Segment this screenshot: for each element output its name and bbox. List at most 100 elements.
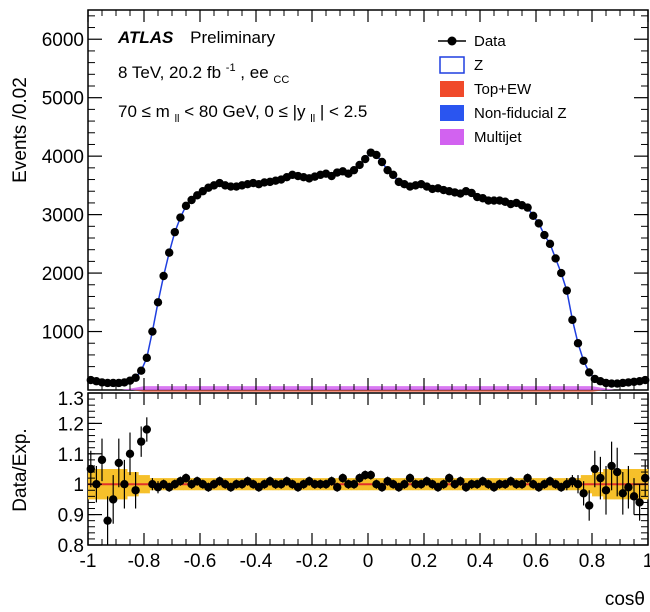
legend-data-marker [447,36,457,46]
ratio-point [366,470,375,480]
ratio-plot-frame [87,392,649,546]
ratio-point [579,489,588,498]
legend-label: Data [474,33,506,50]
mass-range-text: 70 ≤ m [118,102,170,121]
ratio-point [400,480,409,489]
ratio-point [439,480,448,489]
x-tick-label: -0.8 [128,551,161,572]
main-axis-ticks: 1000 2000 3000 4000 5000 6000 [42,10,649,390]
data-point [349,165,359,175]
energy-lumi-text: 8 TeV, 20.2 fb [118,63,221,82]
data-point [361,154,370,164]
data-point [534,219,543,228]
ratio-point [131,486,140,495]
ratio-point [109,495,118,504]
atlas-label: ATLAS [117,28,174,47]
legend-label: Multijet [474,129,522,146]
ratio-point [613,467,622,477]
ratio-point [125,449,135,458]
ratio-point [333,483,342,492]
ratio-point [114,458,124,468]
data-point [562,286,571,295]
ratio-point [86,464,96,474]
ratio-y-tick-label: 0.9 [58,506,84,527]
data-point [170,227,179,237]
x-tick-label: -1 [80,551,97,572]
legend-swatch [440,105,464,121]
data-point [355,160,364,170]
x-tick-label: -0.4 [240,551,273,572]
atlas-annotation: ATLAS Preliminary [117,28,276,47]
data-point [545,239,555,249]
ratio-point [349,480,359,489]
ratio-point [338,473,347,483]
x-tick-label: 0 [363,551,374,572]
data-point [585,368,594,377]
main-y-tick-label: 1000 [42,323,84,344]
data-point [165,248,174,257]
main-y-tick-label: 3000 [42,206,84,227]
ratio-axis-ticks: 0.8 0.9 1 1.1 1.2 1.3 -1 -0.8 -0.6 -0.4 -0.2 0 0.2 0.… [58,389,650,572]
ratio-point [517,480,527,489]
ratio-point [456,476,465,486]
ratio-y-tick-label: 1.2 [58,414,84,435]
x-tick-label: 0.6 [523,551,549,572]
ratio-point [585,501,594,510]
main-y-axis-title: Events /0.02 [10,77,31,183]
mass-subscript: ll [175,113,180,125]
ratio-point [590,464,599,474]
ratio-point [596,473,605,483]
main-y-tick-label: 6000 [42,30,84,51]
ratio-point [618,489,627,498]
rapidity-range-end: | < 2.5 [320,102,367,121]
ratio-point [120,480,129,489]
main-y-tick-label: 4000 [42,147,84,168]
ratio-y-tick-label: 0.8 [58,536,84,557]
x-tick-label: 0.2 [411,551,437,572]
energy-lumi-annotation: 8 TeV, 20.2 fb -1 , ee CC [118,56,289,86]
data-point [383,165,392,175]
ratio-point [137,437,146,446]
data-point [176,213,185,222]
rapidity-subscript: ll [310,113,315,125]
data-point [372,150,381,160]
rapidity-range-text: < 80 GeV, 0 ≤ |y [184,102,306,121]
ratio-y-tick-label: 1.3 [58,389,84,410]
main-y-tick-label: 5000 [42,89,84,110]
data-point [573,339,583,348]
ratio-point [607,461,616,471]
ratio-point [635,498,644,507]
ratio-point [103,516,112,525]
data-point [579,356,588,365]
data-point [137,366,146,375]
ratio-point [97,455,107,465]
ratio-point [601,486,611,495]
x-tick-label: -0.6 [184,551,217,572]
data-point [377,157,387,167]
ratio-point [629,492,639,501]
z-prediction-line [90,151,646,385]
data-point [523,203,532,212]
kinematic-range-annotation: 70 ≤ m ll < 80 GeV, 0 ≤ |y ll | < 2.5 [118,102,367,126]
data-point [557,268,566,278]
data-point [540,230,549,240]
top-ew-fill [132,390,604,393]
data-point [148,327,157,336]
data-point [153,298,163,307]
ratio-point [377,483,387,492]
ratio-point [523,473,532,483]
data-point [187,195,196,205]
main-panel: 1000 2000 3000 4000 5000 6000 Events /0.02 AT… [10,9,650,393]
ratio-point [573,480,583,489]
x-tick-label: 0.4 [467,551,494,572]
ratio-y-tick-label: 1.1 [58,445,84,466]
legend-z-swatch [439,56,465,74]
ratio-point [142,425,151,434]
ratio-point [445,473,454,483]
data-points [86,148,650,388]
preliminary-label: Preliminary [190,28,276,47]
legend-label: Top+EW [474,81,532,98]
ratio-panel: 0.8 0.9 1 1.1 1.2 1.3 -1 -0.8 -0.6 -0.4 -0.2 0 0.2 0.… [10,389,650,610]
data-point [529,211,538,220]
